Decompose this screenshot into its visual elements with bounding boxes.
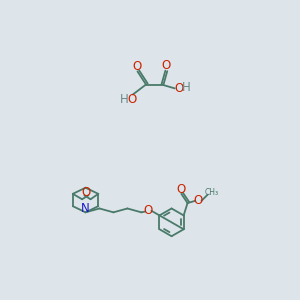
Text: O: O xyxy=(194,194,203,207)
Text: O: O xyxy=(144,204,153,217)
Text: H: H xyxy=(120,93,129,106)
Text: CH₃: CH₃ xyxy=(205,188,219,197)
Text: O: O xyxy=(174,82,183,95)
Text: O: O xyxy=(128,93,137,106)
Text: O: O xyxy=(81,186,90,199)
Text: O: O xyxy=(132,59,141,73)
Text: O: O xyxy=(176,183,185,196)
Text: N: N xyxy=(81,202,90,215)
Text: H: H xyxy=(182,81,191,94)
Text: O: O xyxy=(161,59,171,72)
